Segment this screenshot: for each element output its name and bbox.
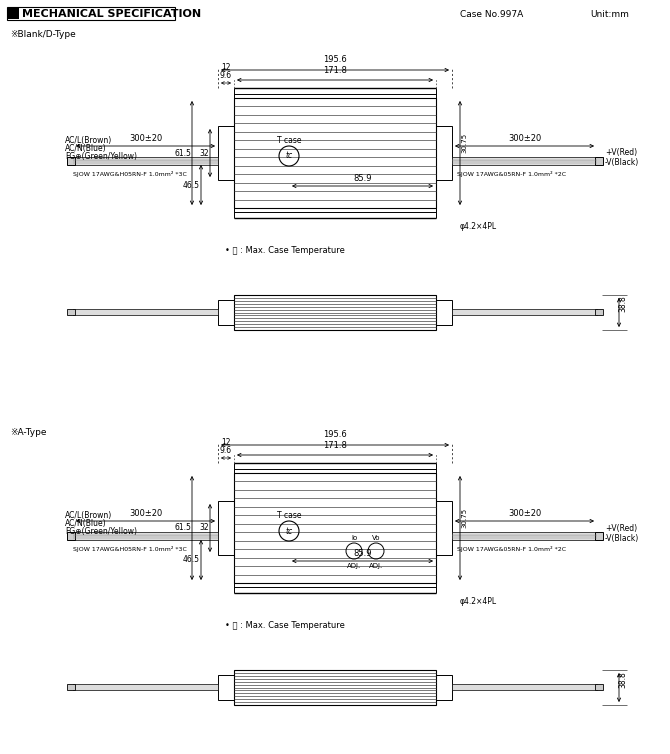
- Text: AC/N(Blue): AC/N(Blue): [65, 519, 107, 528]
- Text: AC/L(Brown): AC/L(Brown): [65, 136, 113, 145]
- Bar: [595, 309, 603, 315]
- Text: 46.5: 46.5: [183, 180, 200, 189]
- Bar: [234, 473, 436, 583]
- Text: 30.75: 30.75: [461, 508, 467, 528]
- Text: 61.5: 61.5: [174, 523, 191, 532]
- Bar: [452, 532, 597, 540]
- Text: 300±20: 300±20: [508, 134, 541, 143]
- Text: 300±20: 300±20: [129, 134, 162, 143]
- Bar: [73, 309, 218, 315]
- Bar: [234, 670, 436, 705]
- Bar: [73, 532, 218, 540]
- Text: T case: T case: [277, 136, 302, 145]
- Text: 12: 12: [221, 438, 230, 447]
- Text: +V(Red): +V(Red): [605, 523, 637, 532]
- Bar: [67, 309, 75, 315]
- Bar: [234, 98, 436, 208]
- Text: 12: 12: [221, 63, 230, 72]
- Bar: [595, 684, 603, 690]
- Bar: [436, 501, 452, 555]
- Text: 171.8: 171.8: [323, 441, 347, 450]
- Bar: [218, 675, 234, 700]
- Text: φ4.2×4PL: φ4.2×4PL: [460, 597, 497, 606]
- Text: MECHANICAL SPECIFICATION: MECHANICAL SPECIFICATION: [22, 9, 201, 19]
- Text: 46.5: 46.5: [183, 556, 200, 565]
- Text: 85.9: 85.9: [353, 174, 372, 183]
- Text: AC/L(Brown): AC/L(Brown): [65, 511, 113, 520]
- Bar: [218, 501, 234, 555]
- Text: T case: T case: [277, 511, 302, 520]
- Text: • Ⓣ : Max. Case Temperature: • Ⓣ : Max. Case Temperature: [225, 246, 345, 255]
- Text: Vo: Vo: [372, 535, 381, 541]
- Text: 9.6: 9.6: [220, 446, 232, 455]
- Text: ※A-Type: ※A-Type: [10, 428, 46, 437]
- Text: 300±20: 300±20: [508, 509, 541, 518]
- Text: -V(Black): -V(Black): [605, 158, 639, 167]
- Text: 38.8: 38.8: [618, 671, 628, 688]
- Text: 171.8: 171.8: [323, 66, 347, 75]
- Bar: [67, 157, 75, 165]
- Text: 61.5: 61.5: [174, 149, 191, 158]
- Text: 9.6: 9.6: [220, 71, 232, 80]
- Bar: [595, 532, 603, 540]
- Bar: [452, 684, 597, 690]
- Bar: [452, 157, 597, 165]
- Bar: [452, 309, 597, 315]
- Bar: [234, 295, 436, 330]
- Text: ※Blank/D-Type: ※Blank/D-Type: [10, 30, 76, 39]
- Text: -V(Black): -V(Black): [605, 534, 639, 542]
- Text: +V(Red): +V(Red): [605, 149, 637, 158]
- Text: AC/N(Blue): AC/N(Blue): [65, 144, 107, 153]
- Text: 32: 32: [200, 149, 209, 158]
- Text: 32: 32: [200, 523, 209, 532]
- Bar: [67, 684, 75, 690]
- Text: 195.6: 195.6: [323, 55, 347, 64]
- Bar: [73, 684, 218, 690]
- Text: 300±20: 300±20: [129, 509, 162, 518]
- Text: SJOW 17AWG&05RN-F 1.0mm² *2C: SJOW 17AWG&05RN-F 1.0mm² *2C: [457, 171, 566, 177]
- Bar: [8, 8, 19, 19]
- Text: SJOW 17AWG&05RN-F 1.0mm² *2C: SJOW 17AWG&05RN-F 1.0mm² *2C: [457, 546, 566, 552]
- Text: Case No.997A: Case No.997A: [460, 10, 523, 19]
- Text: SJOW 17AWG&H05RN-F 1.0mm² *3C: SJOW 17AWG&H05RN-F 1.0mm² *3C: [73, 171, 187, 177]
- Text: tc: tc: [285, 526, 293, 535]
- Text: tc: tc: [285, 152, 293, 161]
- Bar: [67, 532, 75, 540]
- Text: Unit:mm: Unit:mm: [590, 10, 629, 19]
- Bar: [436, 300, 452, 325]
- Text: ADJ.: ADJ.: [347, 563, 361, 569]
- Bar: [7, 7, 175, 20]
- Bar: [436, 126, 452, 180]
- Bar: [218, 126, 234, 180]
- Bar: [73, 157, 218, 165]
- Text: FG⊕(Green/Yellow): FG⊕(Green/Yellow): [65, 527, 137, 536]
- Text: 85.9: 85.9: [353, 549, 372, 558]
- Text: 30.75: 30.75: [461, 133, 467, 153]
- Text: 38.8: 38.8: [618, 296, 628, 312]
- Text: SJOW 17AWG&H05RN-F 1.0mm² *3C: SJOW 17AWG&H05RN-F 1.0mm² *3C: [73, 546, 187, 552]
- Text: φ4.2×4PL: φ4.2×4PL: [460, 222, 497, 231]
- Text: • Ⓣ : Max. Case Temperature: • Ⓣ : Max. Case Temperature: [225, 621, 345, 630]
- Bar: [436, 675, 452, 700]
- Text: 195.6: 195.6: [323, 430, 347, 439]
- Text: ADJ.: ADJ.: [369, 563, 383, 569]
- Text: Io: Io: [351, 535, 357, 541]
- Text: FG⊕(Green/Yellow): FG⊕(Green/Yellow): [65, 152, 137, 161]
- Bar: [595, 157, 603, 165]
- Bar: [218, 300, 234, 325]
